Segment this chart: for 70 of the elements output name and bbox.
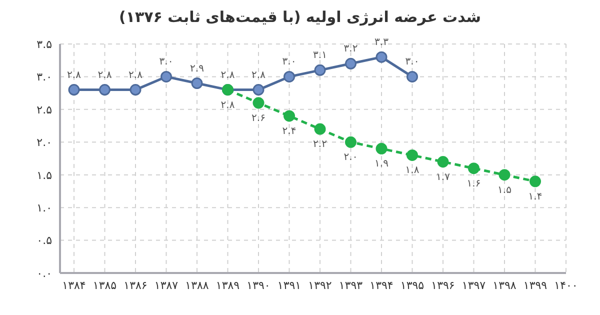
x-tick-label: ۱۳۹۵ (400, 278, 424, 292)
y-tick-label: ۳.۵ (36, 38, 52, 51)
point (284, 110, 295, 122)
y-tick-label: ۰.۰ (36, 266, 52, 280)
data-label: ۲.۶ (252, 112, 266, 124)
data-label: ۱.۷ (436, 172, 451, 183)
chart-title: شدت عرضه انرژی اولیه (با قیمت‌های ثابت ۱۳۷۶) (118, 8, 482, 28)
data-label: ۲.۸ (220, 70, 236, 81)
x-tick-label: ۱۳۸۴ (62, 278, 86, 292)
data-label: ۲.۸ (128, 70, 144, 81)
point (252, 97, 264, 109)
point (498, 169, 510, 181)
x-tick-label: ۱۳۹۷ (462, 278, 486, 292)
point (130, 84, 142, 96)
y-tick-label: ۱.۰ (36, 201, 52, 214)
data-label: ۲.۸ (220, 100, 236, 111)
data-label: ۳.۱ (313, 50, 327, 62)
x-tick-label: ۱۳۸۹ (216, 278, 240, 292)
y-tick-label: ۲.۵ (36, 103, 52, 116)
point (468, 162, 480, 174)
x-tick-label: ۱۳۹۲ (308, 278, 332, 292)
x-tick-label: ۱۳۹۱ (277, 278, 302, 292)
data-label: ۳.۰ (282, 56, 296, 68)
point (252, 84, 264, 96)
data-label: ۲.۸ (98, 70, 112, 81)
data-label: ۳.۲ (344, 44, 358, 55)
x-tick-label: ۱۳۹۴ (370, 278, 394, 292)
y-tick-label: ۳.۰ (36, 70, 52, 84)
data-label: ۲.۲ (313, 139, 327, 150)
point (160, 70, 172, 82)
point (345, 58, 356, 70)
data-label: ۲.۹ (190, 63, 204, 74)
x-tick-label: ۱۳۹۳ (338, 278, 363, 292)
data-label: ۲.۰ (344, 152, 358, 164)
data-label: ۲.۴ (282, 126, 296, 137)
point (406, 70, 418, 82)
point (437, 156, 449, 168)
point (406, 149, 418, 161)
point (99, 84, 110, 96)
data-label: ۱.۹ (374, 158, 388, 170)
point (314, 64, 326, 76)
x-tick-label: ۱۴۰۰ (554, 278, 578, 292)
x-tick-label: ۱۳۸۷ (154, 278, 178, 292)
y-tick-label: ۰.۵ (36, 234, 52, 248)
x-tick-label: ۱۳۹۰ (246, 278, 270, 292)
point (376, 142, 388, 154)
data-label: ۳.۰ (159, 56, 174, 68)
point (284, 70, 295, 82)
data-label: ۱.۶ (466, 178, 481, 190)
data-label: ۲.۸ (67, 70, 82, 81)
y-tick-label: ۲.۰ (36, 136, 52, 150)
data-label: ۳.۰ (405, 56, 420, 68)
x-tick-label: ۱۳۹۶ (431, 278, 455, 292)
point (191, 78, 203, 90)
x-tick-label: ۱۳۸۵ (92, 278, 117, 292)
point (530, 176, 541, 188)
x-tick-label: ۱۳۹۹ (523, 278, 548, 292)
x-tick-label: ۱۳۸۸ (185, 278, 209, 292)
data-label: ۱.۵ (498, 184, 512, 196)
point (68, 84, 80, 96)
point (345, 136, 356, 148)
data-label: ۲.۸ (252, 70, 266, 81)
data-label: ۱.۴ (528, 191, 542, 202)
data-label: ۱.۸ (405, 165, 420, 176)
data-label: ۳.۳ (374, 37, 390, 48)
point (314, 123, 326, 135)
y-tick-label: ۱.۵ (36, 168, 52, 182)
point (376, 51, 388, 63)
x-tick-label: ۱۳۹۸ (492, 278, 516, 292)
x-tick-label: ۱۳۸۶ (124, 278, 148, 292)
